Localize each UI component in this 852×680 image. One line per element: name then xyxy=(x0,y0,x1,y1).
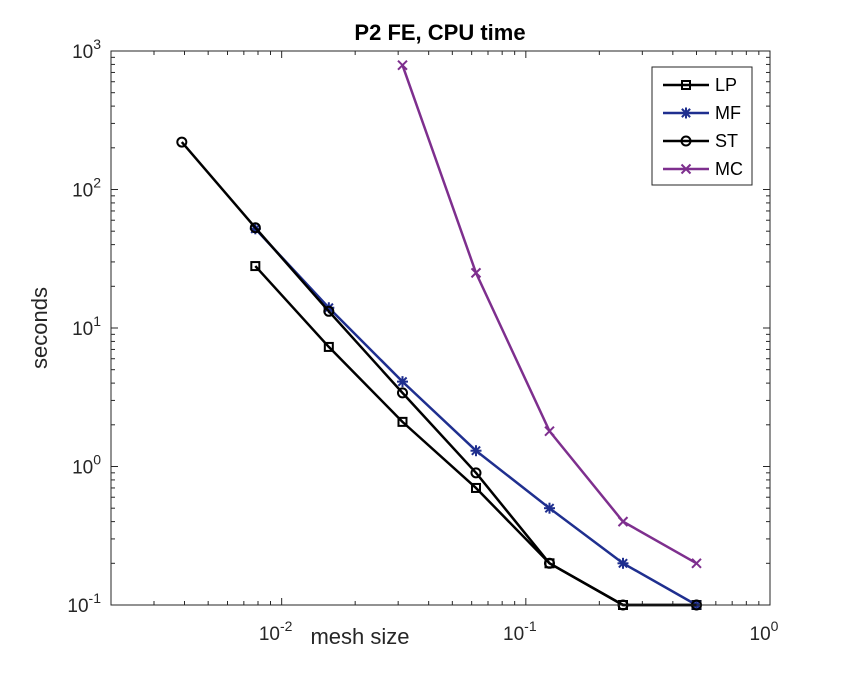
data-point-st xyxy=(323,305,335,317)
data-point-st xyxy=(249,222,261,234)
y-axis-label: seconds xyxy=(27,287,52,369)
y-tick-label-base: 10 xyxy=(72,181,93,202)
x-tick-label: 100 xyxy=(750,618,779,645)
data-point-st xyxy=(543,557,555,569)
data-point-st xyxy=(470,467,482,479)
legend-box xyxy=(651,66,753,186)
data-point-mf xyxy=(396,376,408,388)
plot-frame xyxy=(110,50,771,606)
data-point-mc xyxy=(470,267,482,279)
legend-entry-mf: MF xyxy=(663,103,741,123)
data-point-st xyxy=(176,136,188,148)
y-tick-label-exponent: 1 xyxy=(93,313,101,329)
x-tick-label-exponent: -2 xyxy=(280,618,293,634)
legend-marker-lp xyxy=(681,80,691,90)
legend-marker-mf xyxy=(680,107,692,119)
data-point-mc xyxy=(544,425,555,437)
x-tick-label-exponent: -1 xyxy=(524,618,537,634)
x-tick-label-base: 10 xyxy=(503,624,524,645)
data-point-lp xyxy=(323,341,334,352)
data-point-lp xyxy=(397,416,408,427)
x-tick-label-exponent: 0 xyxy=(771,618,779,634)
series-line-st xyxy=(180,141,697,607)
data-point-lp xyxy=(470,482,481,493)
y-tick-label-exponent: 3 xyxy=(93,36,101,52)
legend-marker-st xyxy=(680,135,692,147)
y-tick-label-base: 10 xyxy=(72,42,93,63)
y-tick-label: 103 xyxy=(72,36,101,63)
x-tick-label: 10-2 xyxy=(259,618,293,645)
series-lines xyxy=(176,59,702,611)
legend-entry-st: ST xyxy=(663,131,738,151)
y-tick-label: 102 xyxy=(72,175,101,202)
legend: LP MF ST MC xyxy=(651,66,753,186)
data-point-mf xyxy=(617,557,629,569)
y-tick-label: 101 xyxy=(72,313,101,340)
legend-label-st: ST xyxy=(715,131,738,151)
chart-title: P2 FE, CPU time xyxy=(354,20,525,45)
data-point-st xyxy=(396,387,408,399)
y-tick-label-base: 10 xyxy=(72,319,93,340)
y-tick-label: 10-1 xyxy=(67,590,101,617)
y-tick-label: 100 xyxy=(72,452,101,479)
x-tick-label: 10-1 xyxy=(503,618,537,645)
y-tick-label-exponent: 0 xyxy=(93,452,101,468)
data-point-mc xyxy=(691,558,702,569)
legend-entry-lp: LP xyxy=(663,75,737,95)
y-tick-label-exponent: -1 xyxy=(89,590,102,606)
legend-entry-mc: MC xyxy=(663,159,743,179)
data-point-mc xyxy=(617,516,629,527)
data-point-mf xyxy=(543,502,555,514)
legend-label-lp: LP xyxy=(715,75,737,95)
data-point-lp xyxy=(250,261,261,272)
y-tick-label-base: 10 xyxy=(67,596,88,617)
x-tick-label-base: 10 xyxy=(259,624,280,645)
legend-label-mc: MC xyxy=(715,159,743,179)
data-point-mf xyxy=(470,445,482,457)
legend-label-mf: MF xyxy=(715,103,741,123)
y-tick-label-base: 10 xyxy=(72,458,93,479)
y-tick-label-exponent: 2 xyxy=(93,175,101,191)
legend-marker-mc xyxy=(680,163,692,175)
data-point-mc xyxy=(397,59,408,71)
x-axis-label: mesh size xyxy=(310,624,409,649)
x-tick-label-base: 10 xyxy=(750,624,771,645)
